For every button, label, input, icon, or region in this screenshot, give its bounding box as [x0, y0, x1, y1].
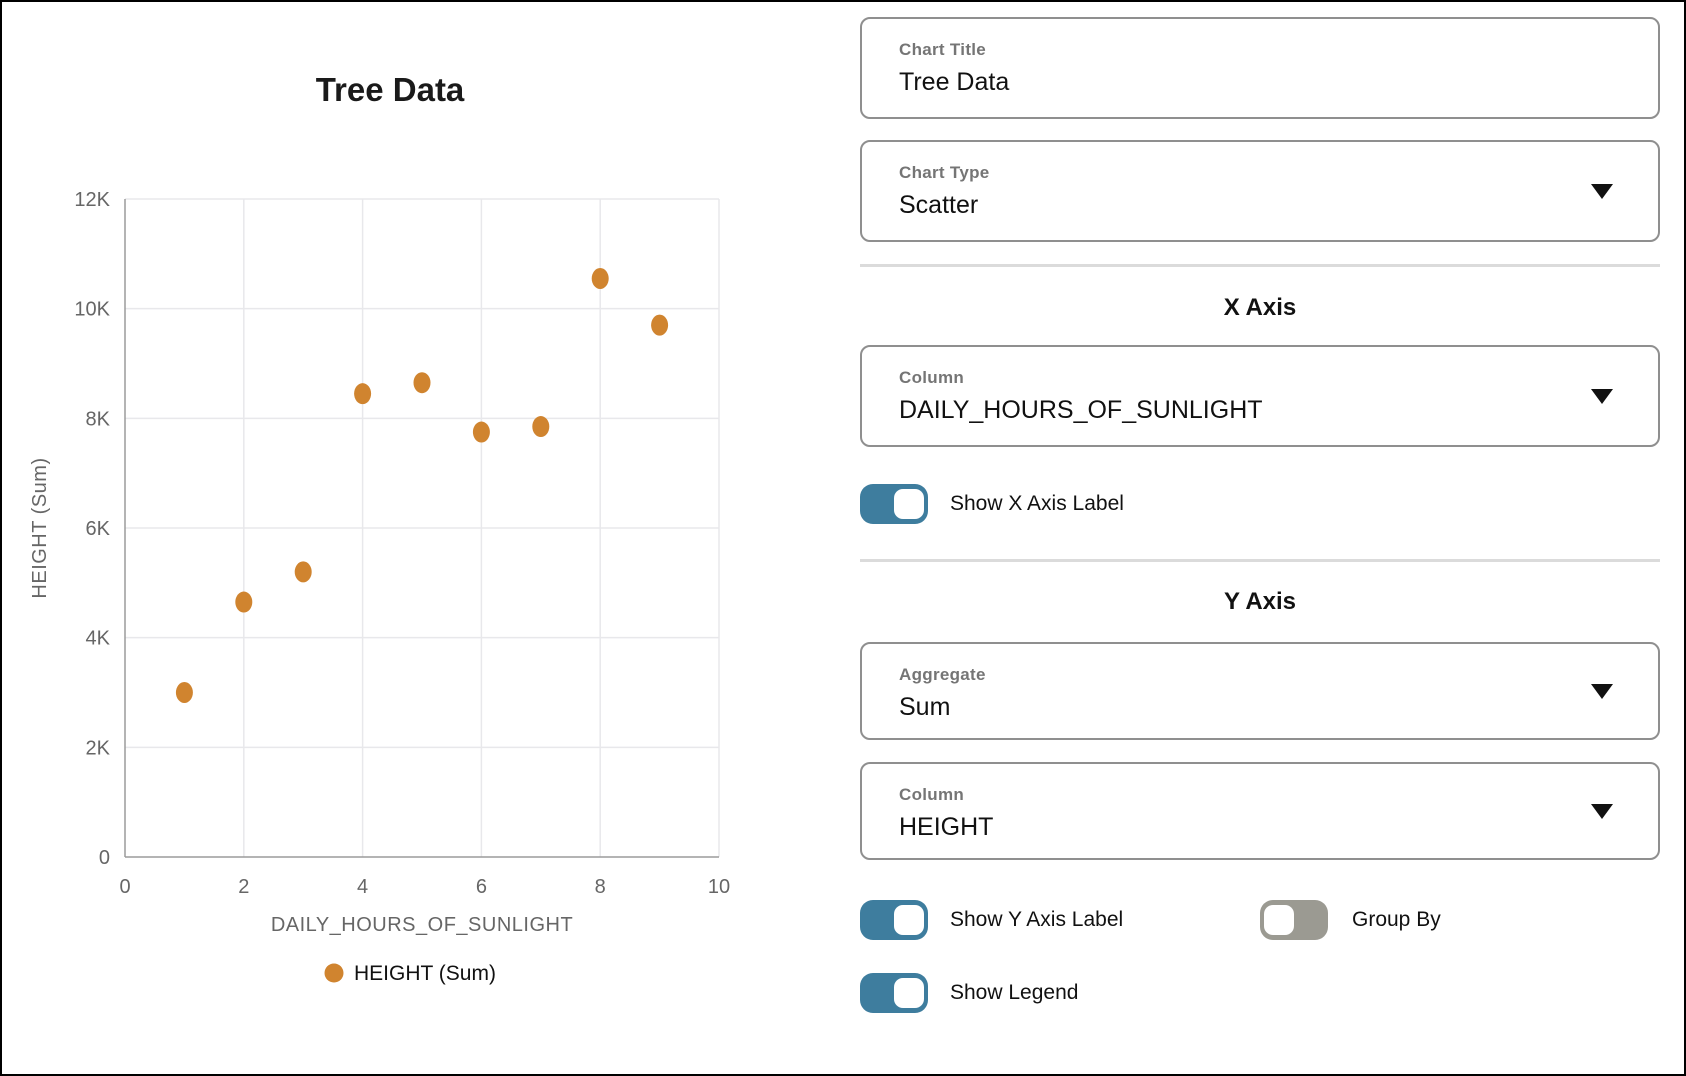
data-point — [294, 561, 312, 583]
scatter-chart: 0 2 4 6 8 10 0 2K 4K 6K 8K 10K 12K Tree Data DAILY_HOU… — [29, 71, 730, 985]
y-axis-column-dropdown[interactable]: Column HEIGHT — [860, 762, 1660, 860]
x-tick-label: 2 — [238, 876, 249, 898]
toggle-knob[interactable] — [894, 905, 924, 935]
x-tick-label: 0 — [119, 876, 130, 898]
show-y-axis-label-text: Show Y Axis Label — [950, 908, 1124, 931]
y-axis-section-header: Y Axis — [1223, 588, 1297, 615]
y-tick-label: 4K — [86, 628, 111, 650]
chart-pane: 0 2 4 6 8 10 0 2K 4K 6K 8K 10K 12K Tree Data DAILY_HOU… — [2, 2, 822, 1074]
x-axis-column-dropdown[interactable]: Column DAILY_HOURS_OF_SUNLIGHT — [860, 345, 1660, 447]
dropdown-arrow-icon[interactable] — [1591, 389, 1613, 404]
x-axis-title: DAILY_HOURS_OF_SUNLIGHT — [271, 914, 573, 936]
data-point — [532, 416, 550, 438]
x-tick-label: 10 — [708, 876, 730, 898]
y-axis-aggregate-dropdown[interactable]: Aggregate Sum — [860, 642, 1660, 740]
y-tick-label: 12K — [74, 189, 110, 211]
y-axis-aggregate-dropdown-label: Aggregate — [899, 665, 986, 684]
data-point — [175, 682, 193, 703]
chart-title-field-label: Chart Title — [899, 40, 987, 59]
chart-type-dropdown-value: Scatter — [899, 191, 979, 219]
y-axis-column-dropdown-value: HEIGHT — [899, 813, 994, 841]
x-axis-section-header: X Axis — [1223, 294, 1297, 321]
chart-title-field-value: Tree Data — [899, 68, 1010, 96]
data-point — [235, 591, 253, 613]
y-axis-aggregate-dropdown-value: Sum — [899, 693, 951, 721]
toggle-knob[interactable] — [894, 489, 924, 519]
show-x-axis-label-text: Show X Axis Label — [950, 492, 1124, 515]
data-point — [472, 421, 490, 443]
data-point — [591, 268, 609, 290]
chart-title-field[interactable]: Chart Title Tree Data — [860, 17, 1660, 119]
chart-title: Tree Data — [316, 71, 465, 108]
section-divider — [860, 264, 1660, 267]
toggle-knob[interactable] — [1264, 905, 1294, 935]
chart-controls-panel: Chart Title Tree Data Chart Type Scatter… — [860, 2, 1660, 1074]
data-point — [413, 372, 431, 394]
y-tick-label: 0 — [99, 847, 110, 869]
show-x-axis-label-toggle[interactable] — [860, 484, 928, 524]
x-tick-label: 6 — [476, 876, 487, 898]
show-y-axis-label-toggle[interactable] — [860, 900, 928, 940]
group-by-text: Group By — [1352, 908, 1441, 931]
section-divider — [860, 559, 1660, 562]
y-axis-column-dropdown-label: Column — [899, 785, 965, 804]
chart-type-dropdown[interactable]: Chart Type Scatter — [860, 140, 1660, 242]
show-legend-toggle[interactable] — [860, 973, 928, 1013]
data-point — [651, 314, 669, 336]
x-tick-label: 8 — [595, 876, 606, 898]
y-axis-title: HEIGHT (Sum) — [29, 457, 51, 598]
y-tick-label: 8K — [86, 408, 111, 430]
y-tick-label: 10K — [74, 299, 110, 321]
chart-type-dropdown-label: Chart Type — [899, 163, 990, 182]
toggle-knob[interactable] — [894, 978, 924, 1008]
legend-label: HEIGHT (Sum) — [354, 962, 496, 985]
show-legend-text: Show Legend — [950, 981, 1079, 1004]
legend-marker — [324, 963, 344, 983]
dropdown-arrow-icon[interactable] — [1591, 184, 1613, 199]
x-axis-column-dropdown-value: DAILY_HOURS_OF_SUNLIGHT — [899, 396, 1263, 424]
dropdown-arrow-icon[interactable] — [1591, 804, 1613, 819]
x-axis-column-dropdown-label: Column — [899, 368, 965, 387]
dropdown-arrow-icon[interactable] — [1591, 684, 1613, 699]
data-point — [354, 383, 372, 405]
group-by-toggle[interactable] — [1260, 900, 1328, 940]
y-tick-label: 6K — [86, 518, 111, 540]
x-tick-label: 4 — [357, 876, 368, 898]
chart-legend: HEIGHT (Sum) — [324, 962, 496, 985]
y-tick-label: 2K — [86, 737, 111, 759]
